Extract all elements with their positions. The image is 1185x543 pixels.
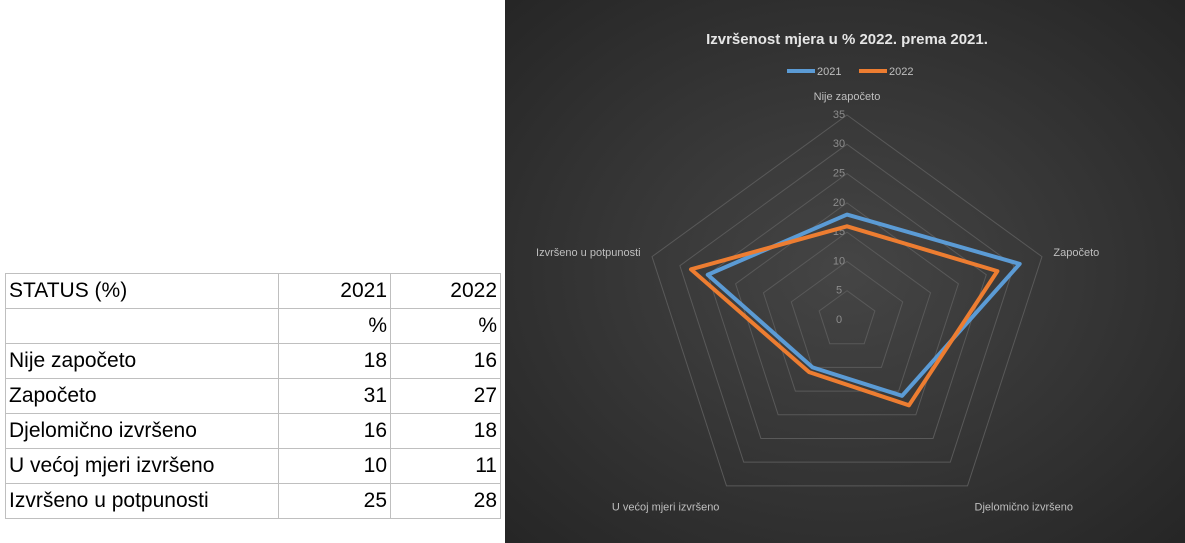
chart-background	[505, 0, 1185, 543]
table-cell: 25	[278, 483, 391, 519]
table-cell: Nije započeto	[5, 343, 279, 379]
y-tick-label: 20	[833, 197, 845, 209]
table-row: %%	[5, 308, 501, 344]
status-table: STATUS (%) 2021 2022%% Nije započeto 18 16 Zap…	[5, 273, 501, 519]
grid-line	[679, 143, 1015, 463]
grid-line	[735, 202, 959, 416]
table-cell: 16	[390, 343, 501, 379]
y-tick-label: 30	[833, 138, 845, 150]
grid-line	[651, 114, 1043, 487]
table-cell: 10	[278, 448, 391, 484]
table-cell: 18	[390, 413, 501, 449]
category-label: Nije započeto	[814, 91, 881, 103]
y-tick-label: 10	[833, 255, 845, 267]
table-cell: STATUS (%)	[5, 273, 279, 309]
category-label: Započeto	[1053, 247, 1099, 259]
category-label: U većoj mjeri izvršeno	[612, 501, 720, 513]
table-cell: 31	[278, 378, 391, 414]
table-cell: 18	[278, 343, 391, 379]
y-tick-label: 25	[833, 167, 845, 179]
table-cell: %	[390, 308, 501, 344]
chart: Izvršenost mjera u % 2022. prema 2021. 0…	[505, 0, 1185, 543]
table-row: U većoj mjeri izvršeno 10 11	[5, 448, 501, 484]
table-cell: Započeto	[5, 378, 279, 414]
grid-line	[790, 260, 904, 368]
category-label: Izvršeno u potpunosti	[536, 247, 641, 259]
category-label: Djelomično izvršeno	[975, 501, 1073, 513]
table-row: Započeto 31 27	[5, 378, 501, 414]
table-cell: Djelomično izvršeno	[5, 413, 279, 449]
table-cell: 2021	[278, 273, 391, 309]
table-cell: 28	[390, 483, 501, 519]
legend-label: 2021	[817, 66, 841, 78]
y-tick-label: 0	[836, 314, 842, 326]
chart-title: Izvršenost mjera u % 2022. prema 2021.	[706, 31, 988, 48]
y-tick-label: 5	[836, 285, 842, 297]
table-cell: 16	[278, 413, 391, 449]
grid-line	[762, 231, 932, 392]
table-cell	[5, 308, 279, 344]
table-cell: Izvršeno u potpunosti	[5, 483, 279, 519]
grid-line	[818, 290, 876, 345]
table-cell: 11	[390, 448, 501, 484]
table-row: Djelomično izvršeno 16 18	[5, 413, 501, 449]
table-cell: 27	[390, 378, 501, 414]
table-row: Nije započeto 18 16	[5, 343, 501, 379]
legend-label: 2022	[889, 66, 913, 78]
table-cell: %	[278, 308, 391, 344]
series-line	[689, 224, 1000, 408]
table-row: STATUS (%) 2021 2022	[5, 273, 501, 309]
y-tick-label: 35	[833, 109, 845, 121]
table-cell: 2022	[390, 273, 501, 309]
table-cell: U većoj mjeri izvršeno	[5, 448, 279, 484]
table-row: Izvršeno u potpunosti 25 28	[5, 483, 501, 519]
series-line	[705, 212, 1022, 398]
